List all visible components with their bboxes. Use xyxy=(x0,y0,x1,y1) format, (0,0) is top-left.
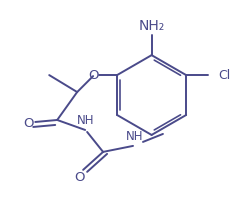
Text: NH: NH xyxy=(126,130,144,143)
Text: O: O xyxy=(23,117,34,130)
Text: O: O xyxy=(74,171,84,184)
Text: NH₂: NH₂ xyxy=(138,19,165,33)
Text: NH: NH xyxy=(76,114,94,127)
Text: Cl: Cl xyxy=(218,69,230,82)
Text: O: O xyxy=(88,69,98,82)
